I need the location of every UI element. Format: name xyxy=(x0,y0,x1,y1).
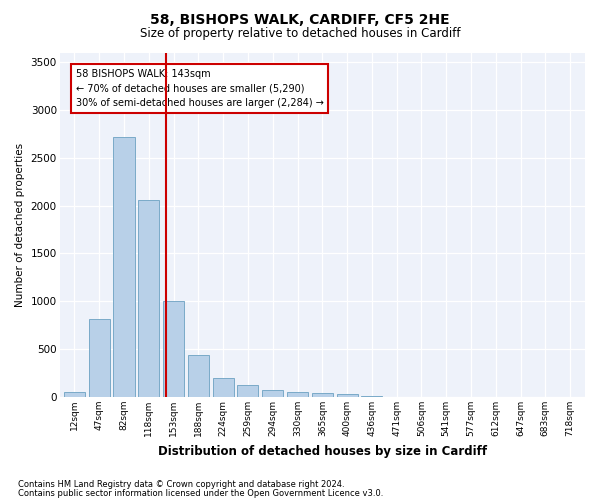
Y-axis label: Number of detached properties: Number of detached properties xyxy=(15,142,25,307)
Text: Size of property relative to detached houses in Cardiff: Size of property relative to detached ho… xyxy=(140,28,460,40)
Bar xyxy=(64,392,85,397)
Bar xyxy=(138,200,160,397)
Text: 58, BISHOPS WALK, CARDIFF, CF5 2HE: 58, BISHOPS WALK, CARDIFF, CF5 2HE xyxy=(150,12,450,26)
Bar xyxy=(188,355,209,397)
Bar xyxy=(262,390,283,397)
Bar xyxy=(113,136,134,397)
Bar xyxy=(89,318,110,397)
Text: Contains HM Land Registry data © Crown copyright and database right 2024.: Contains HM Land Registry data © Crown c… xyxy=(18,480,344,489)
Bar xyxy=(337,394,358,397)
Text: 58 BISHOPS WALK: 143sqm
← 70% of detached houses are smaller (5,290)
30% of semi: 58 BISHOPS WALK: 143sqm ← 70% of detache… xyxy=(76,69,323,108)
Bar xyxy=(287,392,308,397)
Bar xyxy=(312,392,333,397)
Text: Contains public sector information licensed under the Open Government Licence v3: Contains public sector information licen… xyxy=(18,489,383,498)
Bar xyxy=(163,302,184,397)
Bar xyxy=(238,384,259,397)
Bar xyxy=(361,396,382,397)
Bar xyxy=(212,378,233,397)
X-axis label: Distribution of detached houses by size in Cardiff: Distribution of detached houses by size … xyxy=(158,444,487,458)
